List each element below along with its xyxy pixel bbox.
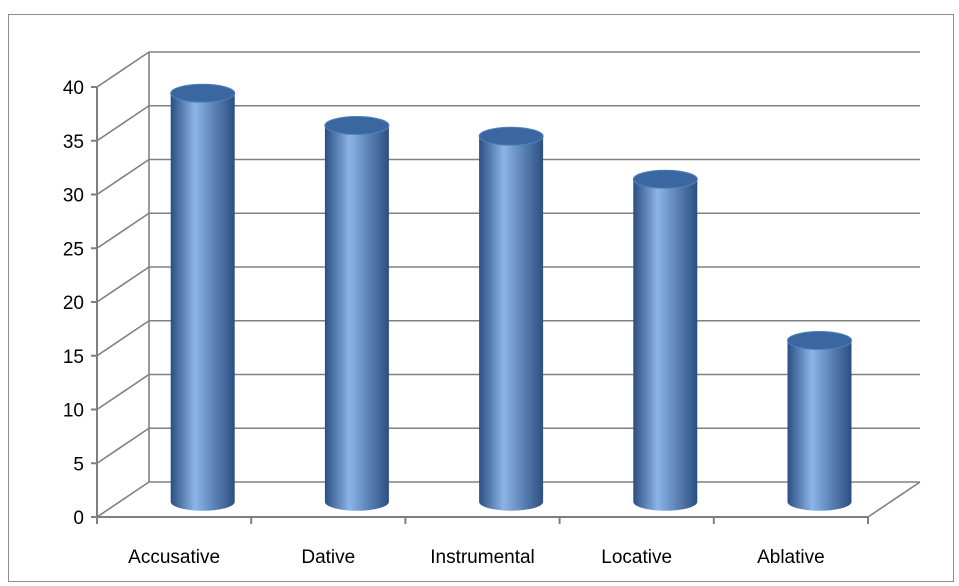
bar-top bbox=[787, 331, 852, 350]
bar-dative bbox=[324, 116, 390, 511]
gridline-side-20 bbox=[96, 266, 150, 303]
gridline-side-25 bbox=[96, 212, 150, 249]
bar-body bbox=[479, 136, 544, 511]
bar-instrumental bbox=[478, 126, 544, 511]
y-tick-label-0: 0 bbox=[73, 508, 84, 529]
bar-body bbox=[170, 93, 235, 511]
floor-right-edge bbox=[867, 481, 921, 518]
bar-top bbox=[170, 83, 236, 103]
x-tick-label-locative: Locative bbox=[601, 547, 672, 568]
gridline-side-10 bbox=[96, 373, 150, 411]
floor-left-edge bbox=[96, 481, 150, 518]
x-tick-label-accusative: Accusative bbox=[128, 547, 220, 568]
gridline-side-5 bbox=[96, 427, 150, 464]
x-tick-labels: Accusative Dative Instrumental Locative Abla… bbox=[128, 547, 825, 568]
bar-body bbox=[633, 179, 698, 511]
gridline-side-30 bbox=[96, 158, 150, 196]
bars bbox=[170, 83, 852, 511]
x-tick-label-instrumental: Instrumental bbox=[430, 547, 535, 568]
gridline-side-15 bbox=[96, 320, 150, 357]
y-tick-label-5: 5 bbox=[73, 454, 84, 475]
bar-top bbox=[324, 116, 390, 135]
bar-ablative bbox=[787, 331, 852, 511]
x-tick-label-ablative: Ablative bbox=[757, 547, 825, 568]
bar-body bbox=[787, 340, 852, 511]
y-tick-label-25: 25 bbox=[63, 239, 84, 260]
y-tick-label-30: 30 bbox=[63, 186, 84, 207]
y-tick-label-20: 20 bbox=[63, 293, 84, 314]
gridline-side-40 bbox=[96, 51, 150, 88]
bar-locative bbox=[632, 169, 698, 511]
y-tick-label-10: 10 bbox=[63, 401, 84, 422]
y-tick-label-40: 40 bbox=[63, 78, 84, 99]
y-tick-label-15: 15 bbox=[63, 347, 84, 368]
bar-top bbox=[478, 126, 544, 146]
y-tick-labels: 0 5 10 15 20 25 30 35 40 bbox=[63, 78, 84, 529]
axes bbox=[91, 86, 869, 524]
y-tick-label-35: 35 bbox=[63, 132, 84, 153]
gridline-side-35 bbox=[96, 105, 150, 142]
bar-body bbox=[324, 125, 389, 511]
x-tick-label-dative: Dative bbox=[301, 547, 355, 568]
bar-top bbox=[632, 169, 698, 189]
bar-accusative bbox=[170, 83, 236, 511]
